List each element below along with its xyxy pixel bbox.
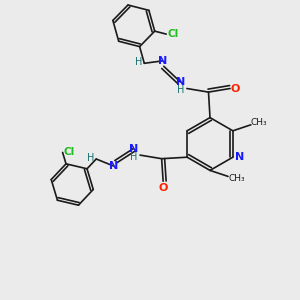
Text: CH₃: CH₃ (251, 118, 268, 127)
Text: N: N (235, 152, 244, 162)
Text: N: N (129, 143, 138, 154)
Text: O: O (231, 83, 240, 94)
Text: N: N (176, 77, 185, 87)
Text: CH₃: CH₃ (228, 174, 245, 183)
Text: Cl: Cl (167, 29, 178, 39)
Text: H: H (86, 152, 94, 163)
Text: O: O (158, 183, 168, 193)
Text: H: H (135, 57, 142, 67)
Text: N: N (158, 56, 167, 66)
Text: N: N (109, 161, 118, 171)
Text: H: H (177, 85, 184, 95)
Text: H: H (130, 152, 137, 162)
Text: Cl: Cl (64, 147, 75, 158)
